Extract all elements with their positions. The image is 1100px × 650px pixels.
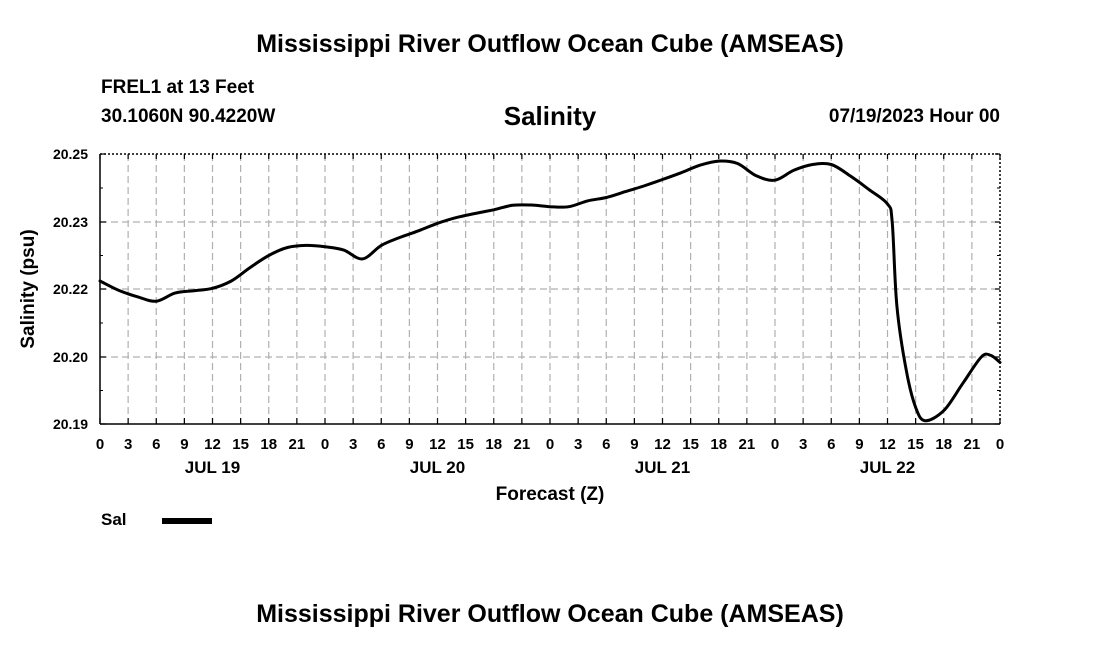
x-tick-label: 0 bbox=[546, 436, 554, 453]
x-day-label: JUL 19 bbox=[185, 458, 240, 477]
x-tick-label: 12 bbox=[879, 436, 896, 453]
chart-variable-title: Salinity bbox=[503, 101, 597, 131]
x-tick-label: 21 bbox=[964, 436, 981, 453]
x-tick-label: 6 bbox=[377, 436, 385, 453]
x-tick-label: 9 bbox=[630, 436, 638, 453]
footer-title: Mississippi River Outflow Ocean Cube (AM… bbox=[256, 600, 844, 628]
x-tick-label: 21 bbox=[739, 436, 756, 453]
x-day-label: JUL 20 bbox=[410, 458, 465, 477]
axis-ticks bbox=[99, 153, 1001, 425]
x-tick-label: 0 bbox=[321, 436, 329, 453]
x-tick-label: 18 bbox=[935, 436, 952, 453]
grid-lines bbox=[100, 154, 1000, 424]
x-tick-label: 3 bbox=[574, 436, 582, 453]
x-tick-label: 18 bbox=[485, 436, 502, 453]
x-tick-label: 0 bbox=[96, 436, 104, 453]
x-axis-label: Forecast (Z) bbox=[496, 484, 605, 505]
x-tick-label: 15 bbox=[907, 436, 924, 453]
y-tick-label: 20.22 bbox=[53, 281, 88, 297]
station-coordinates: 30.1060N 90.4220W bbox=[101, 106, 276, 127]
x-tick-label: 9 bbox=[405, 436, 413, 453]
x-tick-label: 18 bbox=[710, 436, 727, 453]
y-tick-label: 20.20 bbox=[53, 349, 88, 365]
x-tick-label: 21 bbox=[514, 436, 531, 453]
y-tick-label: 20.19 bbox=[53, 416, 88, 432]
x-tick-label: 9 bbox=[855, 436, 863, 453]
x-tick-label: 15 bbox=[457, 436, 474, 453]
x-day-label: JUL 22 bbox=[860, 458, 915, 477]
station-label: FREL1 at 13 Feet bbox=[101, 77, 255, 98]
x-tick-label: 3 bbox=[799, 436, 807, 453]
x-tick-label: 12 bbox=[654, 436, 671, 453]
x-day-label: JUL 21 bbox=[635, 458, 690, 477]
x-tick-label: 15 bbox=[682, 436, 699, 453]
series-line-sal bbox=[98, 159, 1002, 423]
y-tick-label: 20.25 bbox=[53, 146, 88, 162]
legend-line-swatch bbox=[162, 518, 212, 524]
page-title: Mississippi River Outflow Ocean Cube (AM… bbox=[256, 30, 844, 58]
x-tick-label: 6 bbox=[827, 436, 835, 453]
x-tick-label: 3 bbox=[349, 436, 357, 453]
x-tick-label: 12 bbox=[204, 436, 221, 453]
x-tick-label: 6 bbox=[152, 436, 160, 453]
x-tick-label: 0 bbox=[771, 436, 779, 453]
x-tick-label: 9 bbox=[180, 436, 188, 453]
x-tick-label: 21 bbox=[289, 436, 306, 453]
axis-labels: 0 3 6 9 12 15 18 21 0 3 6 9 12 15 18 21 0 3 6 9 12 15 18 21 0 3 6 9… bbox=[53, 146, 1004, 477]
legend-label: Sal bbox=[101, 510, 127, 529]
x-tick-label: 12 bbox=[429, 436, 446, 453]
x-tick-label: 0 bbox=[996, 436, 1004, 453]
y-tick-label: 20.23 bbox=[53, 214, 88, 230]
x-tick-label: 3 bbox=[124, 436, 132, 453]
run-datetime: 07/19/2023 Hour 00 bbox=[828, 106, 1000, 127]
x-tick-label: 6 bbox=[602, 436, 610, 453]
x-tick-label: 15 bbox=[232, 436, 249, 453]
series-lines bbox=[98, 159, 1002, 423]
y-axis-label: Salinity (psu) bbox=[18, 229, 39, 348]
x-tick-label: 18 bbox=[260, 436, 277, 453]
